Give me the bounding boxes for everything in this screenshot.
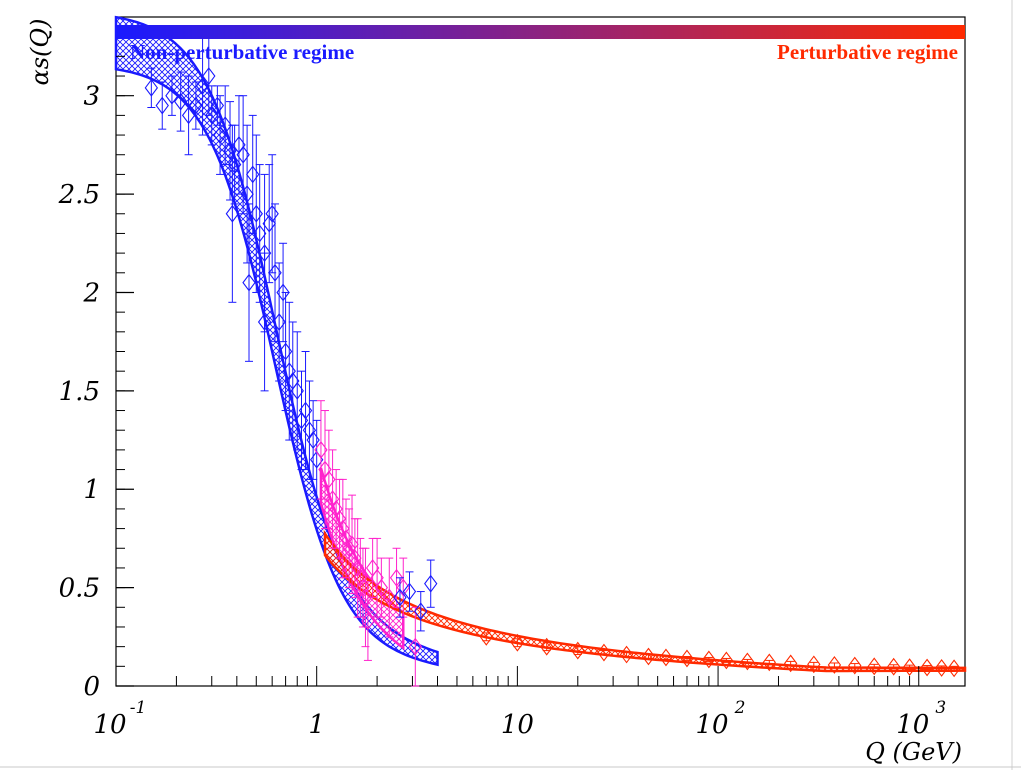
data-point-diamond [848, 656, 862, 675]
data-point-diamond [947, 659, 961, 678]
data-point-diamond [934, 658, 949, 677]
data-point-diamond [680, 649, 694, 668]
y-tick-label: 1 [83, 475, 100, 505]
data-point-diamond [740, 652, 755, 671]
data-point-diamond [253, 224, 267, 243]
data-point-diamond [223, 141, 237, 160]
perturbative-label: Perturbative regime [777, 40, 958, 64]
data-point-diamond [619, 645, 634, 664]
data-point-diamond [402, 582, 417, 601]
data-point-diamond [345, 535, 359, 554]
data-point-diamond [202, 67, 216, 85]
data-points [144, 36, 961, 687]
data-point-diamond [242, 273, 256, 292]
data-point-diamond [867, 657, 881, 676]
data-point-diamond [350, 559, 365, 577]
y-tick-label: 2.5 [58, 180, 100, 210]
data-point-diamond [361, 612, 375, 630]
data-point-diamond [205, 106, 219, 125]
data-point-diamond [218, 116, 232, 135]
x-tick-label: 1 [308, 710, 325, 740]
y-tick-label: 2 [82, 278, 100, 308]
data-point-diamond [479, 627, 493, 646]
x-tick-label: 10 [501, 710, 534, 740]
data-point-diamond [329, 499, 343, 518]
data-point-diamond [195, 76, 210, 95]
data-point-diamond [342, 539, 356, 558]
regime-gradient-bar [116, 25, 965, 39]
data-point-diamond [173, 92, 188, 111]
data-point-diamond [393, 588, 407, 607]
data-point-diamond [702, 650, 716, 669]
x-axis-title: Q (GeV) [865, 738, 962, 766]
data-point-diamond [181, 106, 196, 125]
data-point-diamond [920, 658, 934, 677]
y-tick-label: 3 [83, 82, 100, 112]
data-point-diamond [414, 602, 428, 621]
data-point-diamond [348, 549, 362, 568]
data-point-diamond [339, 529, 353, 548]
data-point-diamond [886, 657, 901, 676]
data-point-diamond [144, 78, 159, 97]
x-tick-exponent: 3 [935, 698, 946, 718]
data-point-diamond [510, 633, 525, 652]
data-point-diamond [265, 204, 279, 223]
data-point-diamond [332, 509, 347, 528]
x-tick-label: 10 [93, 710, 126, 740]
uncertainty-band [323, 529, 967, 673]
data-point-diamond [641, 647, 656, 666]
data-point-diamond [408, 637, 422, 656]
data-point-diamond [827, 656, 842, 674]
data-point-diamond [902, 658, 917, 677]
data-point-diamond [336, 519, 350, 538]
x-tick-exponent: -1 [130, 698, 147, 718]
data-point-diamond [240, 185, 254, 204]
data-point-diamond [762, 653, 776, 672]
data-point-diamond [783, 654, 798, 673]
data-point-diamond [424, 574, 438, 593]
non-perturbative-label: Non-perturbative regime [130, 40, 354, 64]
data-point-diamond [225, 204, 240, 223]
data-point-diamond [389, 568, 404, 587]
data-point-diamond [210, 96, 225, 115]
y-tick-label: 0 [83, 672, 100, 702]
data-point-diamond [155, 96, 169, 115]
data-point-diamond [659, 648, 673, 667]
data-point-diamond [396, 578, 410, 597]
data-point-diamond [356, 578, 370, 597]
data-point-diamond [374, 578, 389, 597]
uncertainty-band [114, 15, 439, 667]
data-point-diamond [807, 655, 821, 674]
x-tick-exponent: 2 [734, 698, 746, 718]
data-point-diamond [165, 86, 179, 105]
data-point-diamond [257, 313, 272, 331]
y-axis-title: αs(Q) [26, 19, 54, 86]
data-point-diamond [382, 588, 396, 607]
data-point-diamond [719, 651, 734, 670]
data-point-diamond [189, 96, 203, 115]
data-point-diamond [353, 568, 368, 587]
data-point-diamond [276, 283, 290, 302]
data-point-diamond [597, 643, 611, 662]
data-point-diamond [249, 204, 263, 223]
x-tick-label: 10 [696, 710, 729, 740]
data-point-diamond [540, 637, 554, 656]
x-tick-label: 10 [896, 710, 929, 740]
y-tick-label: 0.5 [59, 574, 100, 604]
data-point-diamond [358, 588, 373, 607]
data-point-diamond [571, 641, 585, 660]
y-tick-label: 1.5 [59, 377, 100, 407]
